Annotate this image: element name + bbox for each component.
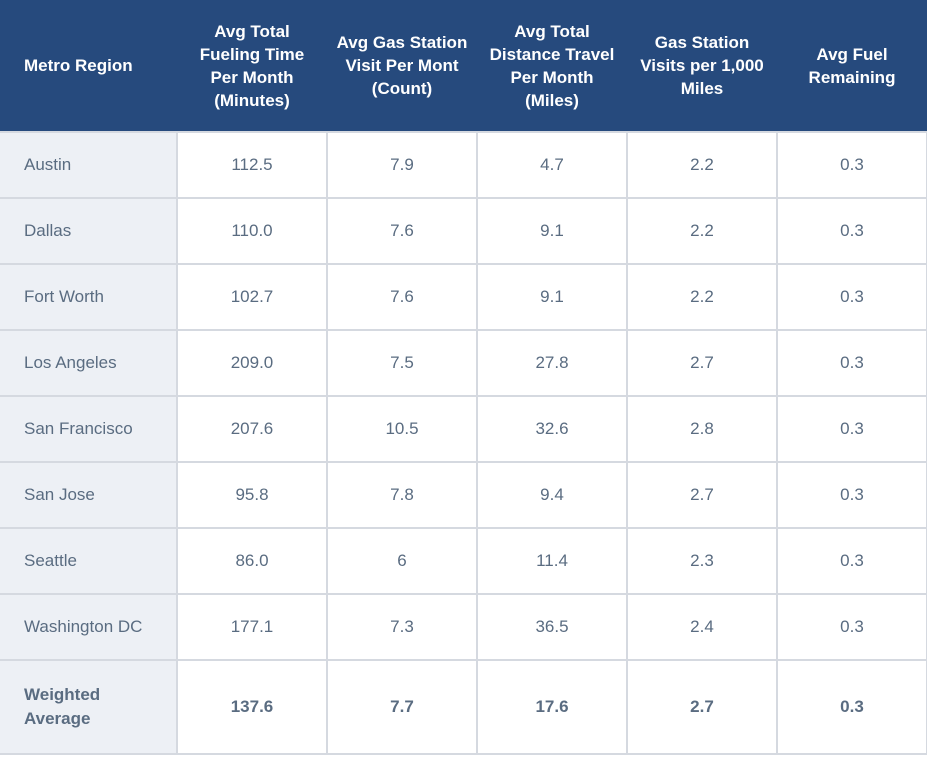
value-cell: 209.0 xyxy=(176,329,328,397)
value-cell: 102.7 xyxy=(176,263,328,331)
region-cell: Los Angeles xyxy=(0,329,178,397)
table-row: Austin 112.5 7.9 4.7 2.2 0.3 xyxy=(0,131,927,199)
value-cell: 2.4 xyxy=(626,593,778,661)
value-cell: 0.3 xyxy=(776,263,927,331)
value-cell: 17.6 xyxy=(476,659,628,755)
value-cell: 0.3 xyxy=(776,329,927,397)
value-cell: 0.3 xyxy=(776,527,927,595)
value-cell: 7.6 xyxy=(326,197,478,265)
column-header-fueling-time: Avg Total Fueling Time Per Month (Minute… xyxy=(177,0,327,132)
region-cell: Seattle xyxy=(0,527,178,595)
column-header-station-visits: Avg Gas Station Visit Per Mont (Count) xyxy=(327,0,477,132)
value-cell: 7.3 xyxy=(326,593,478,661)
value-cell: 2.7 xyxy=(626,461,778,529)
value-cell: 4.7 xyxy=(476,131,628,199)
value-cell: 10.5 xyxy=(326,395,478,463)
table-row: Washington DC 177.1 7.3 36.5 2.4 0.3 xyxy=(0,593,927,661)
value-cell: 2.8 xyxy=(626,395,778,463)
table-row: Seattle 86.0 6 11.4 2.3 0.3 xyxy=(0,527,927,595)
header-row: Metro Region Avg Total Fueling Time Per … xyxy=(0,0,927,132)
value-cell: 11.4 xyxy=(476,527,628,595)
table-row: Dallas 110.0 7.6 9.1 2.2 0.3 xyxy=(0,197,927,265)
value-cell: 0.3 xyxy=(776,659,927,755)
value-cell: 7.9 xyxy=(326,131,478,199)
value-cell: 9.1 xyxy=(476,197,628,265)
value-cell: 36.5 xyxy=(476,593,628,661)
value-cell: 112.5 xyxy=(176,131,328,199)
table-header: Metro Region Avg Total Fueling Time Per … xyxy=(0,0,927,132)
table-row: San Jose 95.8 7.8 9.4 2.7 0.3 xyxy=(0,461,927,529)
table-row: Fort Worth 102.7 7.6 9.1 2.2 0.3 xyxy=(0,263,927,331)
region-cell: Dallas xyxy=(0,197,178,265)
value-cell: 7.6 xyxy=(326,263,478,331)
value-cell: 27.8 xyxy=(476,329,628,397)
value-cell: 32.6 xyxy=(476,395,628,463)
value-cell: 2.3 xyxy=(626,527,778,595)
value-cell: 207.6 xyxy=(176,395,328,463)
region-cell: San Jose xyxy=(0,461,178,529)
region-cell: Fort Worth xyxy=(0,263,178,331)
column-header-distance-traveled: Avg Total Distance Travel Per Month (Mil… xyxy=(477,0,627,132)
value-cell: 2.7 xyxy=(626,659,778,755)
value-cell: 0.3 xyxy=(776,395,927,463)
column-header-fuel-remaining: Avg Fuel Remaining xyxy=(777,0,927,132)
value-cell: 0.3 xyxy=(776,461,927,529)
value-cell: 2.7 xyxy=(626,329,778,397)
value-cell: 177.1 xyxy=(176,593,328,661)
table-body: Austin 112.5 7.9 4.7 2.2 0.3 Dallas 110.… xyxy=(0,131,927,755)
value-cell: 7.7 xyxy=(326,659,478,755)
value-cell: 0.3 xyxy=(776,197,927,265)
value-cell: 0.3 xyxy=(776,131,927,199)
region-cell: Weighted Average xyxy=(0,659,178,755)
region-cell: Austin xyxy=(0,131,178,199)
value-cell: 2.2 xyxy=(626,131,778,199)
column-header-visits-per-1000-miles: Gas Station Visits per 1,000 Miles xyxy=(627,0,777,132)
weighted-average-row: Weighted Average 137.6 7.7 17.6 2.7 0.3 xyxy=(0,659,927,755)
value-cell: 9.4 xyxy=(476,461,628,529)
value-cell: 86.0 xyxy=(176,527,328,595)
region-cell: Washington DC xyxy=(0,593,178,661)
value-cell: 7.5 xyxy=(326,329,478,397)
value-cell: 110.0 xyxy=(176,197,328,265)
column-header-metro-region: Metro Region xyxy=(0,0,177,132)
value-cell: 137.6 xyxy=(176,659,328,755)
value-cell: 7.8 xyxy=(326,461,478,529)
value-cell: 2.2 xyxy=(626,263,778,331)
table-row: San Francisco 207.6 10.5 32.6 2.8 0.3 xyxy=(0,395,927,463)
value-cell: 95.8 xyxy=(176,461,328,529)
table-row: Los Angeles 209.0 7.5 27.8 2.7 0.3 xyxy=(0,329,927,397)
region-cell: San Francisco xyxy=(0,395,178,463)
value-cell: 2.2 xyxy=(626,197,778,265)
value-cell: 6 xyxy=(326,527,478,595)
value-cell: 9.1 xyxy=(476,263,628,331)
value-cell: 0.3 xyxy=(776,593,927,661)
